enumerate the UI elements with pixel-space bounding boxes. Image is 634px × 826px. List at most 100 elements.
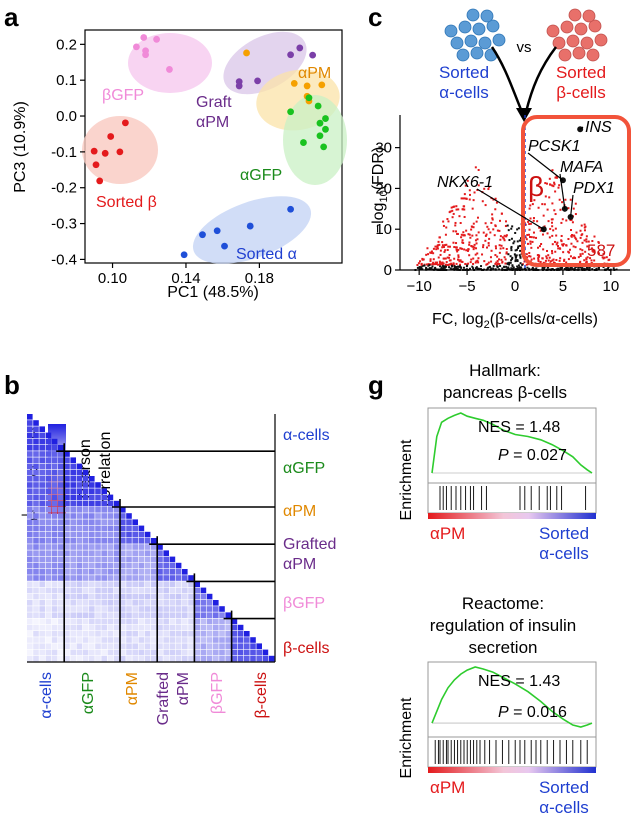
- gsea1-y-label: Enrichment: [398, 439, 415, 520]
- volcano-point: [526, 233, 529, 236]
- heatmap-cell: [76, 494, 83, 501]
- volcano-point: [450, 206, 453, 209]
- volcano-point: [458, 260, 461, 263]
- heatmap-row-label-apm: αPM: [283, 503, 316, 520]
- heatmap-cell: [213, 600, 219, 606]
- heatmap-cell: [126, 550, 132, 556]
- volcano-point: [529, 255, 532, 258]
- volcano-point: [547, 254, 550, 257]
- betagfp-ellipse: [128, 33, 212, 93]
- volcano-point: [475, 234, 478, 237]
- volcano-point: [519, 256, 522, 259]
- heatmap-cell: [126, 519, 132, 525]
- volcano-point: [463, 248, 466, 251]
- volcano-point: [514, 260, 517, 263]
- volcano-point: [505, 234, 508, 237]
- volcano-point: [428, 267, 431, 270]
- heatmap-cell: [70, 556, 76, 563]
- heatmap-cell: [33, 519, 39, 525]
- volcano-point: [545, 257, 548, 260]
- volcano-point: [487, 188, 490, 191]
- volcano-point: [591, 240, 594, 243]
- heatmap-cell: [132, 525, 138, 532]
- cell-clusters: [444, 8, 608, 62]
- heatmap-cell: [39, 612, 45, 618]
- pca-point: [142, 51, 149, 59]
- heatmap-cell: [132, 562, 138, 569]
- volcano-point: [513, 253, 516, 256]
- heatmap-cell: [64, 494, 70, 501]
- volcano-point: [521, 263, 524, 266]
- volcano-point: [496, 255, 499, 258]
- heatmap-cell: [113, 531, 120, 538]
- volcano-point: [544, 259, 547, 262]
- heatmap-cell: [33, 513, 39, 519]
- volcano-point: [544, 195, 547, 198]
- volcano-point: [480, 268, 483, 271]
- gsea1-right-label-1: Sorted: [539, 524, 589, 543]
- volcano-point: [436, 244, 439, 247]
- heatmap-cell: [51, 463, 58, 470]
- heatmap-cell: [64, 631, 70, 637]
- heatmap-cell: [39, 488, 45, 494]
- volcano-point: [470, 228, 473, 231]
- volcano-point: [532, 217, 535, 220]
- heatmap-cell: [219, 606, 225, 612]
- heatmap-cell: [144, 655, 151, 662]
- volcano-point: [530, 236, 533, 239]
- volcano-point: [515, 255, 518, 258]
- heatmap-cell: [169, 631, 176, 637]
- heatmap-cell: [126, 606, 132, 612]
- heatmap-cell: [33, 612, 39, 618]
- volcano-point: [455, 248, 458, 251]
- heatmap-cell: [33, 531, 39, 538]
- heatmap-cell: [95, 581, 101, 587]
- heatmap-cell: [33, 482, 39, 488]
- volcano-point: [451, 268, 454, 271]
- volcano-point: [462, 231, 465, 234]
- volcano-point: [468, 254, 471, 257]
- heatmap-cell: [58, 556, 64, 563]
- heatmap-cell: [144, 593, 151, 600]
- heatmap-cell: [213, 643, 219, 649]
- heatmap-cell: [27, 631, 33, 637]
- volcano-point: [536, 220, 539, 223]
- heatmap-cell: [107, 643, 114, 649]
- heatmap-cell: [27, 600, 33, 606]
- heatmap-cell: [58, 643, 64, 649]
- volcano-point: [439, 249, 442, 252]
- heatmap-cell: [39, 482, 45, 488]
- heatmap-cell: [194, 637, 200, 643]
- heatmap-cell: [58, 655, 64, 662]
- volcano-point: [485, 263, 488, 266]
- heatmap-cell: [51, 569, 58, 575]
- heatmap-cell: [107, 538, 114, 544]
- volcano-point: [585, 261, 588, 264]
- heatmap-cell: [126, 525, 132, 532]
- volcano-annotation-line: [579, 126, 584, 130]
- volcano-point: [542, 248, 545, 251]
- agfp-ellipse: [283, 95, 347, 185]
- heatmap-cell: [144, 544, 151, 550]
- volcano-point: [436, 261, 439, 264]
- gene-label-nkx6-1: NKX6-1: [437, 174, 493, 191]
- heatmap-cell: [33, 544, 39, 550]
- heatmap-cell: [27, 463, 33, 470]
- volcano-point: [436, 246, 439, 249]
- volcano-point: [484, 222, 487, 225]
- heatmap-cell: [200, 593, 207, 600]
- volcano-point: [541, 257, 544, 260]
- volcano-point: [577, 266, 580, 269]
- heatmap-cell: [51, 643, 58, 649]
- heatmap-cell: [126, 556, 132, 563]
- pca-point: [254, 77, 261, 85]
- volcano-point: [552, 258, 555, 261]
- pca-y-tick-label: -0.1: [51, 144, 77, 161]
- heatmap-cell: [101, 500, 107, 507]
- volcano-point: [444, 263, 447, 266]
- heatmap-cell: [33, 593, 39, 600]
- volcano-point: [585, 240, 588, 243]
- heatmap-cell: [95, 494, 101, 501]
- alpha-cell-icon: [458, 20, 472, 34]
- volcano-point: [502, 247, 505, 250]
